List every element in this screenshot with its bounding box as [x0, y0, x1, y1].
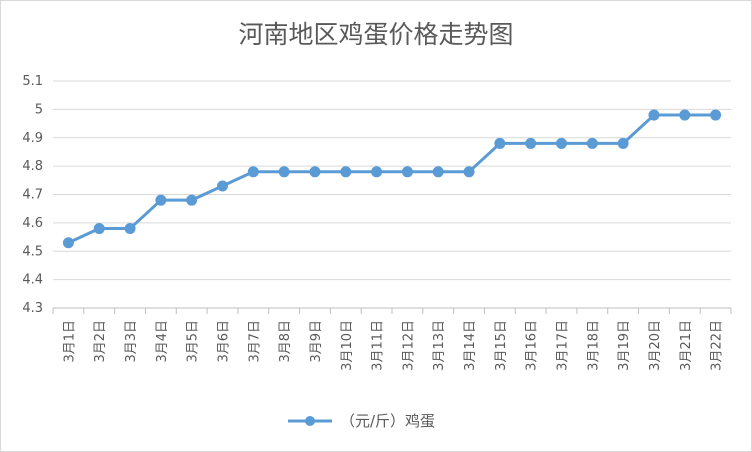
x-tick-label: 3月20日	[648, 320, 663, 371]
x-tick-label: 3月19日	[617, 320, 632, 371]
data-point	[217, 180, 228, 192]
x-tick-label: 3月2日	[93, 320, 108, 363]
x-tick-label: 3月7日	[247, 320, 262, 363]
y-tick-label: 4.8	[22, 159, 43, 174]
y-tick-label: 5.1	[22, 74, 43, 89]
x-tick-label: 3月1日	[62, 320, 77, 363]
data-point	[340, 166, 352, 178]
y-tick-label: 4.5	[22, 244, 43, 259]
data-point	[309, 166, 321, 178]
x-tick-label: 3月10日	[340, 320, 355, 371]
y-tick-label: 4.7	[22, 188, 43, 203]
x-tick-label: 3月16日	[525, 320, 540, 371]
y-tick-label: 4.9	[22, 131, 43, 146]
x-tick-label: 3月4日	[155, 320, 170, 363]
data-point	[186, 194, 198, 206]
x-tick-label: 3月21日	[679, 320, 694, 371]
x-tick-label: 3月15日	[494, 320, 509, 371]
data-point	[494, 137, 506, 149]
data-point	[401, 166, 413, 178]
x-tick-label: 3月12日	[401, 320, 416, 371]
x-tick-label: 3月14日	[463, 320, 478, 371]
x-tick-label: 3月3日	[124, 320, 139, 363]
chart-title: 河南地区鸡蛋价格走势图	[238, 20, 514, 49]
data-point	[679, 109, 691, 121]
data-point	[556, 137, 567, 149]
data-point	[62, 237, 74, 249]
data-point	[93, 223, 105, 235]
x-tick-label: 3月6日	[217, 320, 232, 363]
data-point	[371, 166, 383, 178]
data-point	[124, 223, 136, 235]
data-point	[648, 109, 660, 121]
data-point	[278, 166, 290, 178]
data-point	[617, 137, 629, 149]
x-tick-label: 3月22日	[710, 320, 725, 371]
data-point	[463, 166, 475, 178]
y-tick-label: 5	[35, 102, 43, 117]
data-point	[247, 166, 259, 178]
data-point	[432, 166, 444, 178]
data-point	[586, 137, 598, 149]
data-point	[155, 194, 167, 206]
y-tick-label: 4.3	[22, 301, 43, 316]
x-tick-label: 3月9日	[309, 320, 324, 363]
legend-marker	[305, 416, 315, 426]
series-line	[67, 113, 716, 245]
x-tick-label: 3月11日	[371, 320, 386, 371]
x-tick-label: 3月8日	[278, 320, 293, 363]
x-tick-label: 3月5日	[186, 320, 201, 363]
y-tick-label: 4.6	[22, 216, 43, 231]
x-tick-label: 3月17日	[556, 320, 571, 371]
data-point	[525, 137, 537, 149]
x-tick-label: 3月18日	[586, 320, 601, 371]
y-tick-label: 4.4	[22, 273, 43, 288]
legend-label: （元/斤）鸡蛋	[340, 412, 435, 430]
x-tick-label: 3月13日	[432, 320, 447, 371]
data-point	[710, 109, 722, 121]
